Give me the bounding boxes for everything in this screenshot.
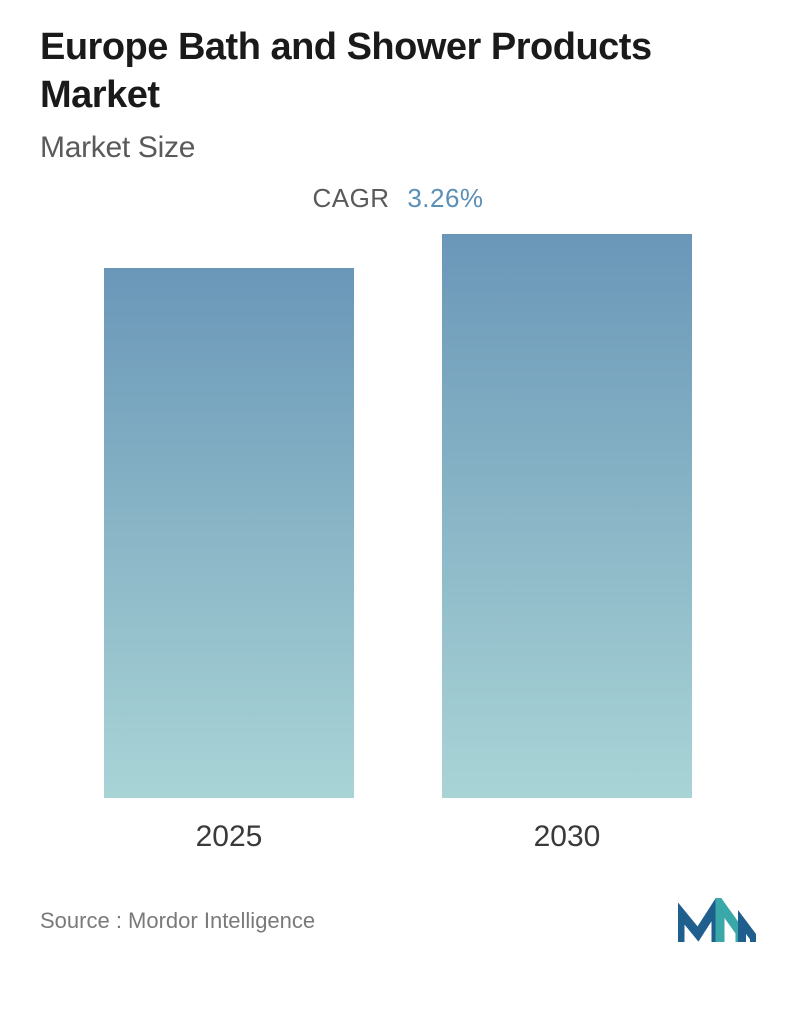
source-text: Source : Mordor Intelligence — [40, 908, 315, 934]
cagr-label: CAGR — [312, 183, 389, 213]
chart-plot-area: 2025 2030 — [40, 234, 756, 854]
chart-footer: Source : Mordor Intelligence — [40, 892, 756, 944]
logo-icon — [678, 898, 756, 944]
bar-group-1: 2030 — [442, 234, 692, 854]
chart-title: Europe Bath and Shower Products Market — [40, 24, 756, 119]
cagr-row: CAGR 3.26% — [40, 183, 756, 214]
bar-group-0: 2025 — [104, 234, 354, 854]
chart-subtitle: Market Size — [40, 131, 756, 165]
chart-container: Europe Bath and Shower Products Market M… — [0, 0, 796, 1034]
brand-logo — [678, 898, 756, 944]
bar-label-1: 2030 — [534, 820, 601, 854]
cagr-value: 3.26% — [407, 183, 483, 213]
bar-1 — [442, 234, 692, 798]
bar-0 — [104, 268, 354, 798]
bar-label-0: 2025 — [196, 820, 263, 854]
